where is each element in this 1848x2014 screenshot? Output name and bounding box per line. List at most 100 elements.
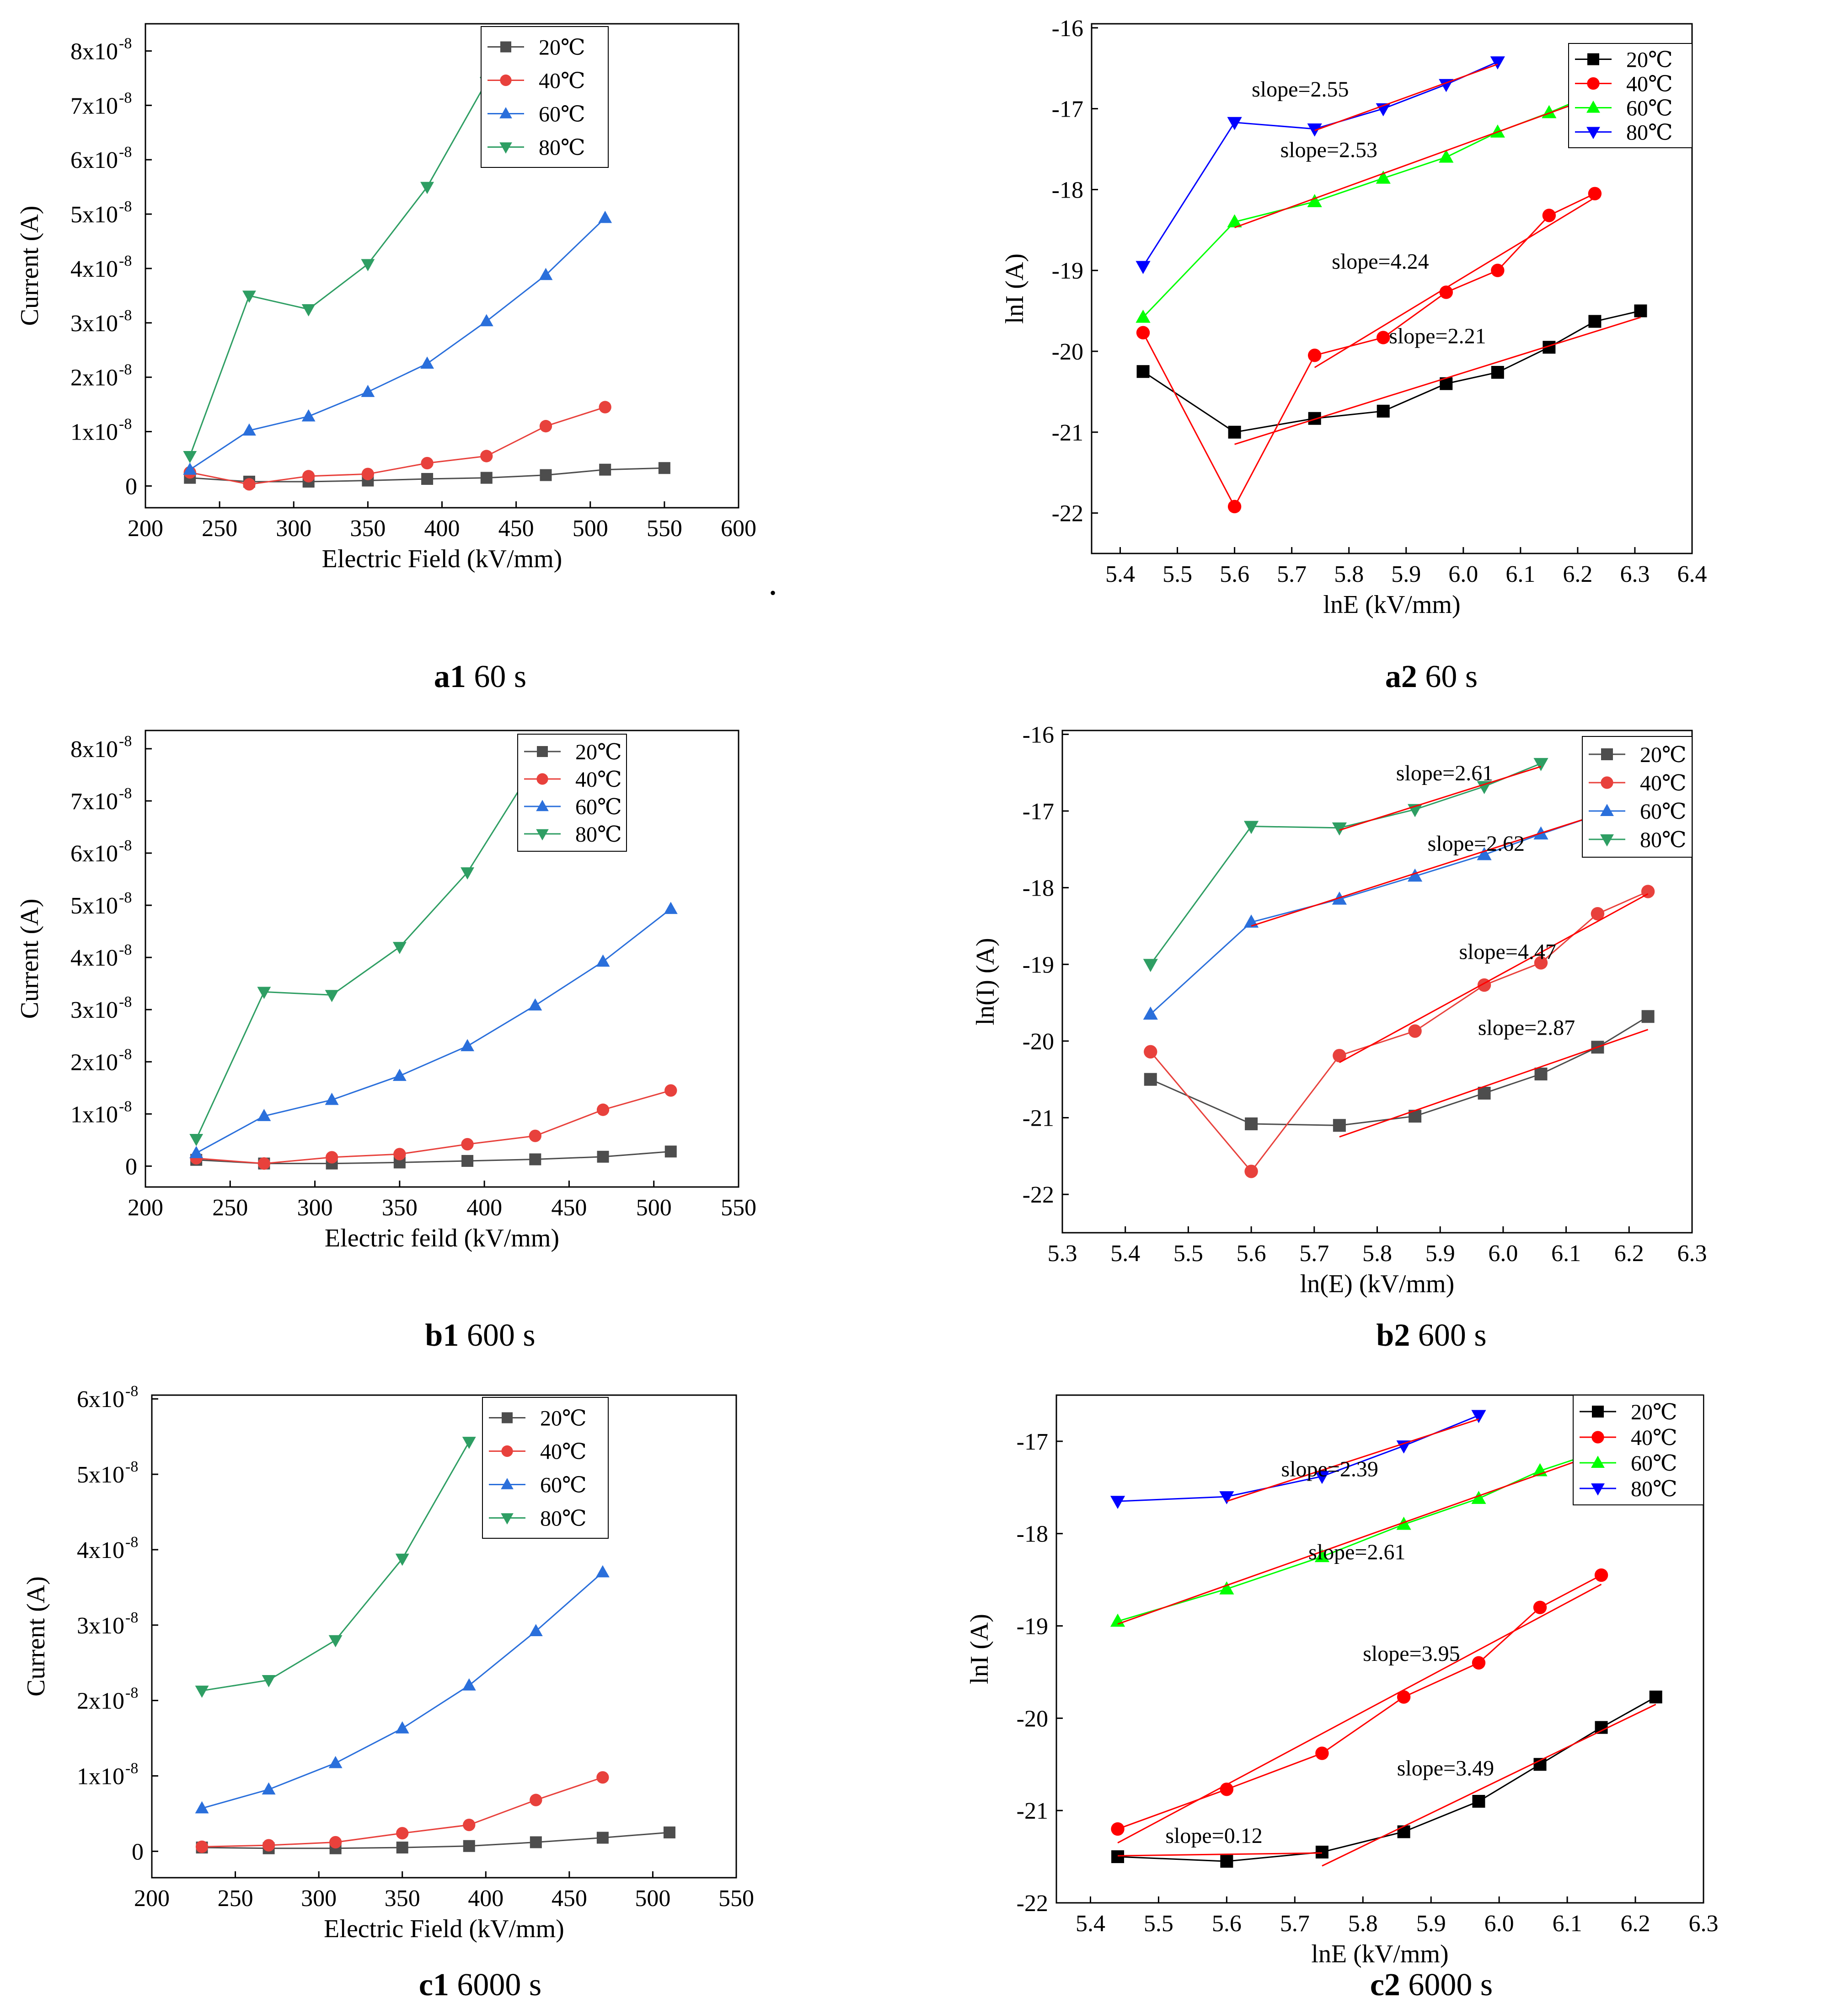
x-tick-label: 6.1 [1553,1911,1582,1937]
legend-label: 60℃ [540,1473,587,1498]
y-axis-label: ln(I) (A) [971,938,1000,1025]
y-axis-label: lnI (A) [965,1614,994,1684]
data-point [462,1437,476,1449]
y-tick-exponent: -8 [125,1760,138,1777]
data-point [1534,956,1548,970]
legend-label: 60℃ [575,795,622,819]
data-point [1136,365,1150,378]
x-tick-label: 6.3 [1677,1241,1707,1267]
y-tick-label: 0 [125,1154,137,1180]
data-point [361,385,375,397]
x-tick-label: 550 [721,1195,756,1221]
data-point [1588,315,1602,328]
caption-b2: b2 600 s [1376,1318,1487,1353]
data-point [1490,56,1505,70]
legend-label: 80℃ [539,136,585,160]
y-tick-exponent: -8 [119,785,132,802]
fit-line [1322,1703,1656,1867]
x-axis-label: Electric Field (kV/mm) [322,545,562,573]
caption-c2: c2 6000 s [1370,1967,1493,2003]
data-point [664,1084,677,1097]
data-point [1377,404,1390,418]
y-tick-exponent: -8 [125,1534,138,1551]
data-point [1478,1086,1491,1100]
data-point [461,1039,475,1052]
data-point [1333,1049,1346,1063]
caption-c1: c1 6000 s [418,1967,542,2003]
data-point [1533,1600,1547,1614]
y-tick-label: 4x10 [70,256,118,282]
data-point [1471,1491,1486,1504]
data-point [1396,1516,1411,1530]
legend-label: 20℃ [1640,743,1687,767]
legend-label: 60℃ [1640,800,1687,824]
data-point [1314,1471,1329,1484]
data-point [325,1092,339,1105]
fit-line [1339,1029,1649,1138]
data-point [597,1150,609,1163]
series-line-3 [202,1572,603,1809]
y-tick-exponent: -8 [119,837,132,854]
series-line-4 [195,764,536,1139]
data-point [1228,425,1241,439]
x-tick-label: 5.7 [1299,1241,1329,1267]
data-point [420,356,434,369]
legend-label: 20℃ [575,740,622,764]
data-point [530,1836,542,1848]
x-tick-label: 200 [134,1885,170,1912]
chart-c2: 5.4 5.5 5.6 5.7 5.8 5.9 6.0 6.1 6.2 6.3 -17 -18 -19 -… [965,1394,1719,1968]
series-line-4 [202,1441,470,1692]
data-point [328,1635,343,1648]
legend: 20℃40℃60℃80℃ [1568,43,1693,148]
data-point [1491,263,1505,277]
y-tick-label: -18 [1017,1521,1048,1547]
data-point [257,987,271,999]
slope-annotation: slope=0.12 [1165,1824,1262,1848]
legend-marker [1600,834,1614,847]
x-tick-label: 500 [636,1195,672,1221]
data-point [1144,1045,1157,1059]
series-line-1 [196,1150,671,1165]
slope-annotation: slope=2.39 [1281,1457,1378,1482]
data-point [596,1771,609,1784]
data-point [325,990,339,1002]
y-tick-label: 7x10 [70,93,118,119]
data-point [540,469,552,481]
y-tick-label: 5x10 [70,893,118,919]
x-tick-label: 250 [202,516,237,542]
slope-annotation: slope=2.87 [1478,1016,1575,1040]
y-tick-exponent: -8 [125,1383,138,1400]
data-point [1315,1746,1329,1760]
data-point [530,1794,542,1806]
y-tick-label: -19 [1023,952,1054,978]
legend-label: 20℃ [1626,48,1673,72]
data-point [462,1678,476,1691]
x-tick-label: 5.6 [1212,1911,1242,1937]
data-point [242,290,256,303]
data-point [1220,1855,1233,1868]
data-point [1594,1568,1608,1582]
data-point [1397,1690,1411,1704]
data-point [183,451,197,463]
data-point [1136,309,1151,323]
y-tick-exponent: -8 [119,198,132,215]
series-line-4 [189,81,487,457]
y-tick-exponent: -8 [125,1685,138,1702]
legend-marker [536,829,549,841]
data-point [257,1109,271,1121]
data-point [302,470,315,483]
y-tick-label: 0 [125,473,137,499]
series-line-1 [202,1831,670,1849]
legend-marker [1591,1483,1605,1496]
data-point [392,942,407,954]
y-tick-exponent: -8 [119,941,132,958]
fit-line [1234,96,1595,228]
x-tick-label: 550 [647,516,682,542]
plot-frame [151,1394,737,1879]
y-tick-exponent: -8 [119,144,132,161]
x-tick-label: 5.5 [1144,1911,1173,1937]
x-tick-label: 5.7 [1277,561,1307,587]
fit-line [1117,1451,1602,1625]
